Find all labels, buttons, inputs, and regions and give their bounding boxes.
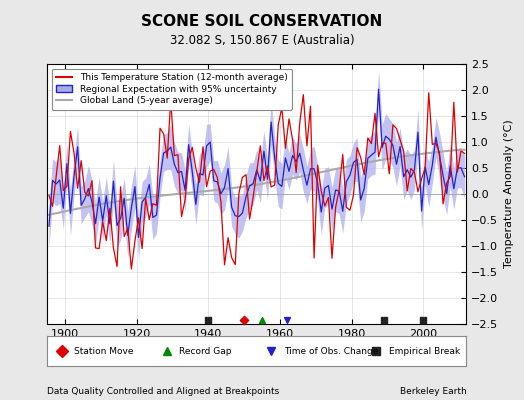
Point xyxy=(204,317,213,323)
Text: Berkeley Earth: Berkeley Earth xyxy=(400,387,466,396)
Text: SCONE SOIL CONSERVATION: SCONE SOIL CONSERVATION xyxy=(141,14,383,29)
Text: Time of Obs. Change: Time of Obs. Change xyxy=(284,346,378,356)
Text: Empirical Break: Empirical Break xyxy=(389,346,460,356)
Point xyxy=(419,317,428,323)
Point xyxy=(240,317,248,323)
Y-axis label: Temperature Anomaly (°C): Temperature Anomaly (°C) xyxy=(504,120,514,268)
Text: 32.082 S, 150.867 E (Australia): 32.082 S, 150.867 E (Australia) xyxy=(170,34,354,47)
Text: Data Quality Controlled and Aligned at Breakpoints: Data Quality Controlled and Aligned at B… xyxy=(47,387,279,396)
Point xyxy=(283,317,291,323)
Text: Station Move: Station Move xyxy=(74,346,134,356)
Point xyxy=(380,317,388,323)
Legend: This Temperature Station (12-month average), Regional Expectation with 95% uncer: This Temperature Station (12-month avera… xyxy=(52,68,292,110)
Point xyxy=(258,317,266,323)
Text: Record Gap: Record Gap xyxy=(179,346,232,356)
